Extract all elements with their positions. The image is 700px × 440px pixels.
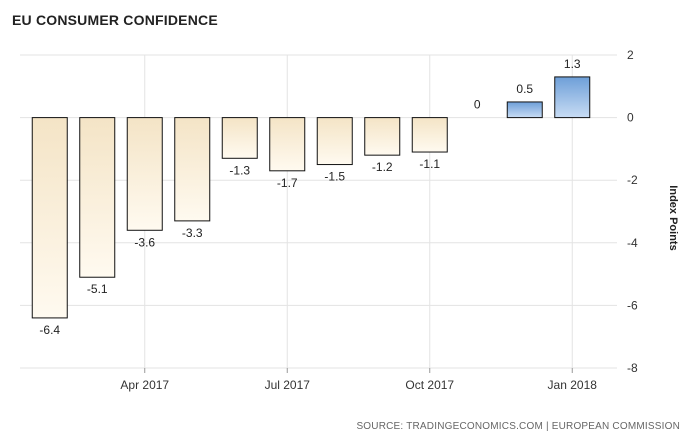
y-axis: 2 0 -2 -4 -6 -8	[627, 48, 638, 375]
bar-value-label: -3.3	[182, 226, 203, 240]
x-tick-label: Jan 2018	[548, 378, 598, 392]
bar	[364, 117, 401, 156]
bar-value-label: -6.4	[39, 323, 60, 337]
y-tick-label: 0	[627, 111, 634, 125]
bar-value-label: 0	[474, 98, 481, 112]
bar-value-label: 1.3	[564, 57, 581, 71]
bar-labels: -6.4 -5.1 -3.6 -3.3 -1.3 -1.7 -1.5 -1.2 -1.1 0 0.5…	[39, 57, 581, 337]
y-tick-label: -4	[627, 236, 638, 250]
x-tick-label: Jul 2017	[265, 378, 311, 392]
bar-value-label: 0.5	[516, 82, 533, 96]
bar	[79, 117, 116, 278]
x-tick-label: Apr 2017	[120, 378, 169, 392]
bar	[174, 117, 211, 222]
bar	[554, 76, 591, 119]
y-tick-label: -8	[627, 361, 638, 375]
x-tick-label: Oct 2017	[405, 378, 454, 392]
bar-value-label: -1.1	[419, 157, 440, 171]
bar	[506, 101, 543, 119]
source-note: SOURCE: TRADINGECONOMICS.COM | EUROPEAN …	[356, 421, 680, 432]
bar-value-label: -1.5	[324, 170, 345, 184]
bar-value-label: -5.1	[87, 282, 108, 296]
bar	[316, 117, 353, 166]
bar-value-label: -1.2	[372, 160, 393, 174]
y-tick-label: -6	[627, 298, 638, 312]
y-tick-label: -2	[627, 173, 638, 187]
x-axis: Apr 2017 Jul 2017 Oct 2017 Jan 2018	[120, 368, 597, 392]
y-axis-label: Index Points	[667, 185, 679, 250]
bar	[221, 117, 258, 159]
bar-value-label: -3.6	[134, 235, 155, 249]
bar	[31, 117, 68, 319]
y-tick-label: 2	[627, 48, 634, 62]
bars	[31, 76, 591, 319]
bar-value-label: -1.7	[277, 176, 298, 190]
bar	[269, 117, 306, 172]
chart-title: EU CONSUMER CONFIDENCE	[12, 12, 218, 28]
bar-value-label: -1.3	[229, 163, 250, 177]
bar	[126, 117, 163, 231]
bar	[411, 117, 448, 153]
